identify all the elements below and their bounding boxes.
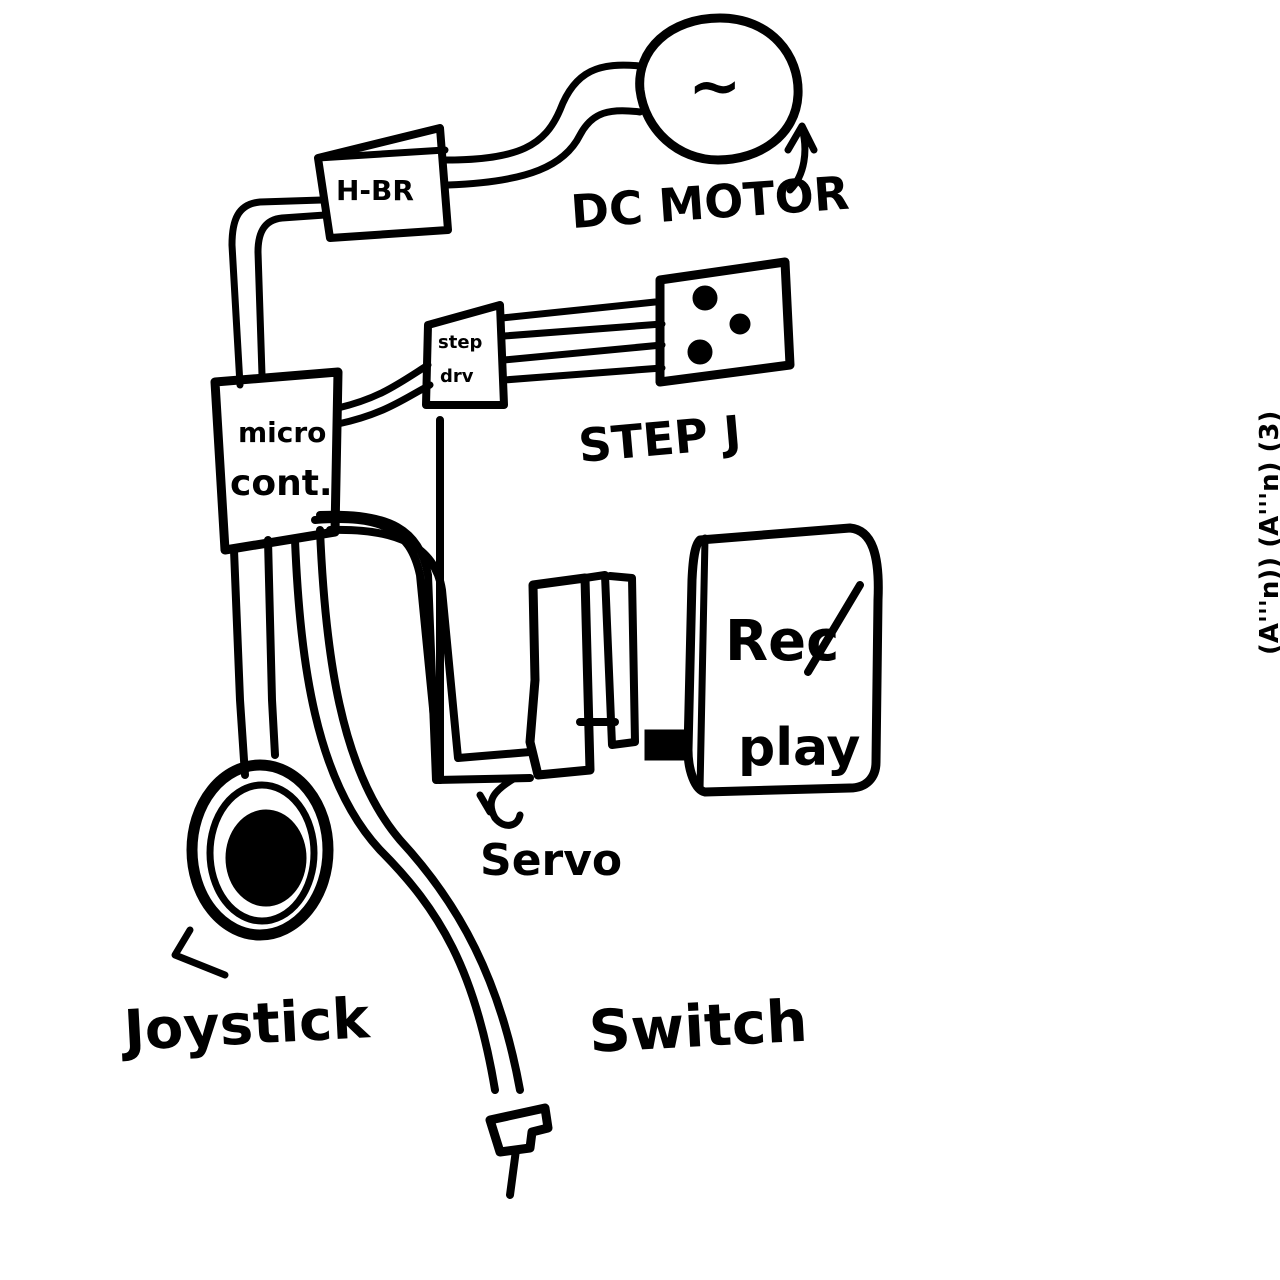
wire-micro-hbridge-b	[254, 211, 329, 379]
stepper-motor-box	[655, 257, 795, 387]
edge-text: (A'''n)) (A'''n) (3)	[1255, 411, 1280, 655]
wire-micro-switch-b	[316, 526, 524, 1094]
joystick: Joystick	[118, 759, 373, 1064]
servo-body	[525, 573, 595, 780]
micro-controller-label-1: micro	[238, 416, 326, 449]
stepper-driver: step drv	[422, 301, 508, 409]
wire-micro-servo-outer	[316, 510, 534, 784]
switch: Switch	[485, 987, 809, 1199]
rec-play-box	[683, 523, 883, 797]
wire-micro-joystick-a	[230, 546, 249, 779]
joystick-knob	[225, 809, 307, 907]
wire-stepdrv-stepper-2	[500, 320, 666, 340]
joystick-pointer-arrow	[171, 926, 229, 979]
wire-stepdrv-stepper-1	[498, 298, 659, 322]
switch-body	[485, 1103, 553, 1157]
wire-stepdrv-stepper-4	[500, 364, 666, 384]
rec-play-module: Rec play	[644, 523, 883, 797]
joystick-inner-ring	[206, 781, 318, 925]
h-bridge: H-BR	[314, 124, 452, 242]
stepper-driver-label-1: step	[438, 332, 483, 353]
dc-motor-label: DC MOTOR	[569, 166, 851, 239]
wire-micro-stepdrv-a	[334, 361, 432, 412]
dc-motor-symbol: ~	[688, 50, 742, 124]
wire-micro-stepdrv-b	[334, 381, 434, 428]
wire-micro-servo-inner	[326, 525, 534, 762]
dc-motor-circle	[635, 13, 803, 165]
servo-label: Servo	[480, 835, 622, 886]
wire-stepdrv-stepper-3	[500, 341, 666, 364]
rec-play-label-2: play	[738, 718, 860, 778]
wire-micro-joystick-b	[264, 536, 279, 759]
joystick-label: Joystick	[118, 986, 372, 1064]
servo-arm	[581, 571, 639, 749]
rec-play-label-1: Rec	[725, 609, 839, 674]
stepper-motor: STEP J	[576, 257, 795, 473]
stepper-driver-box	[422, 301, 508, 409]
wire-hbridge-motor-a	[441, 61, 644, 164]
rec-play-slash	[804, 581, 864, 676]
stepper-dot-3	[687, 339, 713, 365]
joystick-outer-ring	[186, 759, 334, 941]
micro-controller-label-2: cont.	[230, 463, 333, 504]
wire-micro-switch-a	[291, 536, 499, 1094]
stepper-driver-label-2: drv	[440, 366, 474, 387]
wire-micro-hbridge-a	[228, 196, 326, 389]
h-bridge-box-top	[314, 146, 449, 162]
dc-motor-rotation-arrow	[784, 122, 818, 194]
switch-label: Switch	[587, 987, 809, 1066]
h-bridge-box	[314, 124, 452, 242]
stepper-label: STEP J	[576, 405, 743, 473]
micro-controller: micro cont.	[210, 367, 343, 555]
servo-pointer-arrow	[476, 774, 524, 829]
stepper-dot-2	[729, 313, 751, 335]
wire-hbridge-motor-b	[444, 107, 644, 189]
rec-play-connector	[644, 729, 691, 761]
servo: Servo	[476, 571, 639, 886]
dc-motor: ~ DC MOTOR	[569, 13, 851, 239]
stepper-dot-1	[692, 285, 718, 311]
h-bridge-label: H-BR	[336, 174, 414, 207]
switch-lever	[506, 1146, 520, 1199]
rec-play-box-edge	[696, 534, 709, 794]
